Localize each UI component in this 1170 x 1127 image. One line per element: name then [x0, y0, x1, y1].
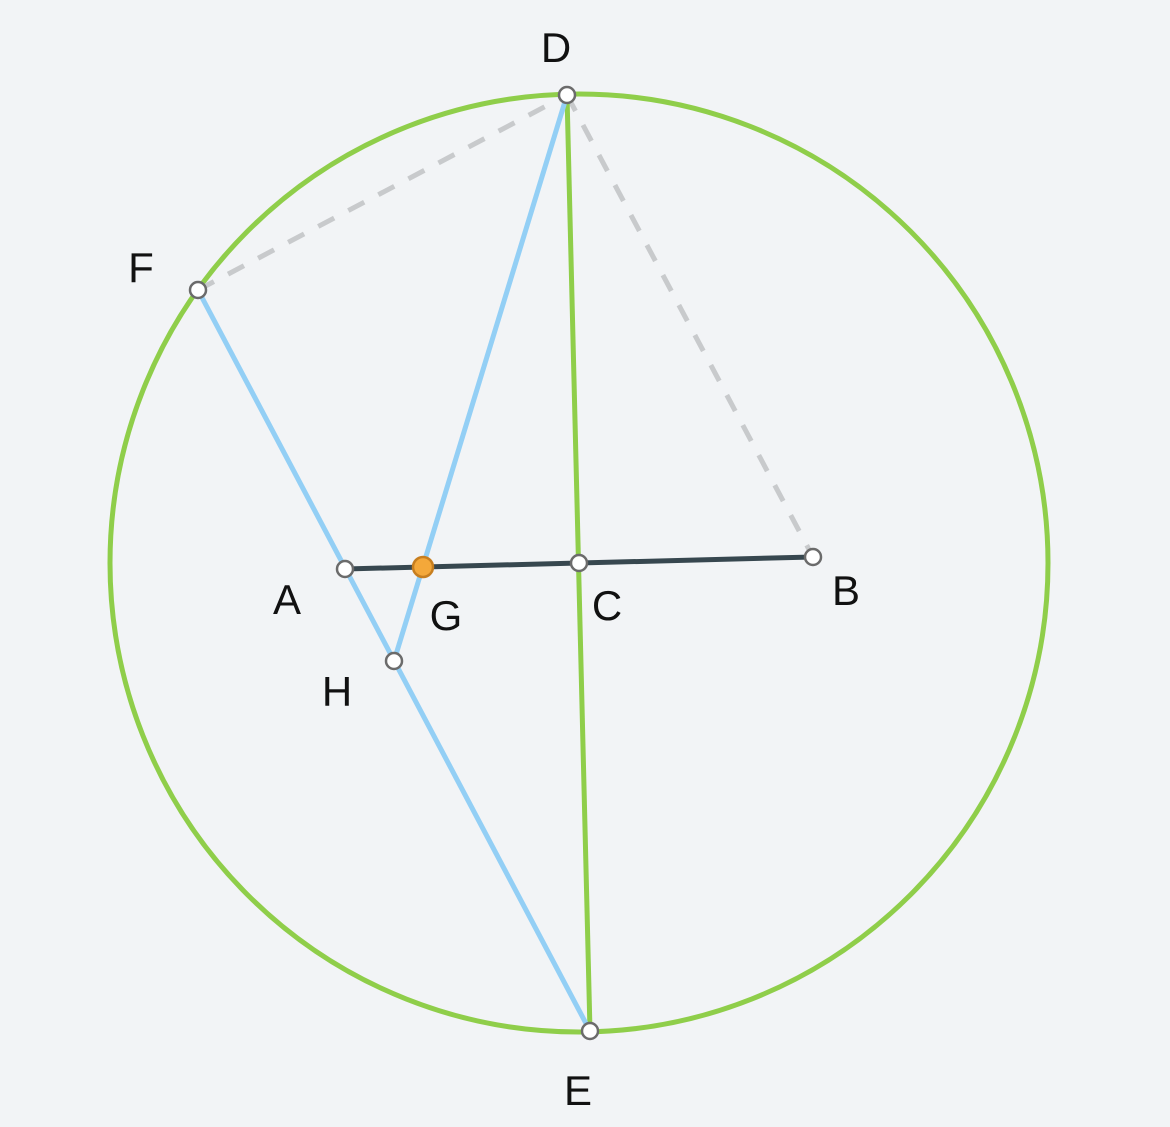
dashed-segment-FD[interactable] — [196, 92, 569, 293]
point-C[interactable] — [569, 553, 589, 573]
point-G[interactable] — [411, 555, 435, 579]
point-B[interactable] — [803, 547, 823, 567]
point-E[interactable] — [580, 1021, 600, 1041]
point-A[interactable] — [335, 559, 355, 579]
point-H[interactable] — [384, 651, 404, 671]
label-B: B — [832, 567, 860, 614]
circle-c[interactable] — [107, 91, 1051, 1035]
dashed-segment-DB[interactable] — [564, 93, 816, 559]
label-F: F — [128, 244, 154, 291]
label-C: C — [592, 582, 622, 629]
label-H: H — [322, 668, 352, 715]
label-D: D — [541, 24, 571, 71]
point-D[interactable] — [557, 85, 577, 105]
label-E: E — [564, 1067, 592, 1114]
label-G: G — [430, 592, 463, 639]
label-A: A — [273, 576, 301, 623]
point-F[interactable] — [188, 280, 208, 300]
